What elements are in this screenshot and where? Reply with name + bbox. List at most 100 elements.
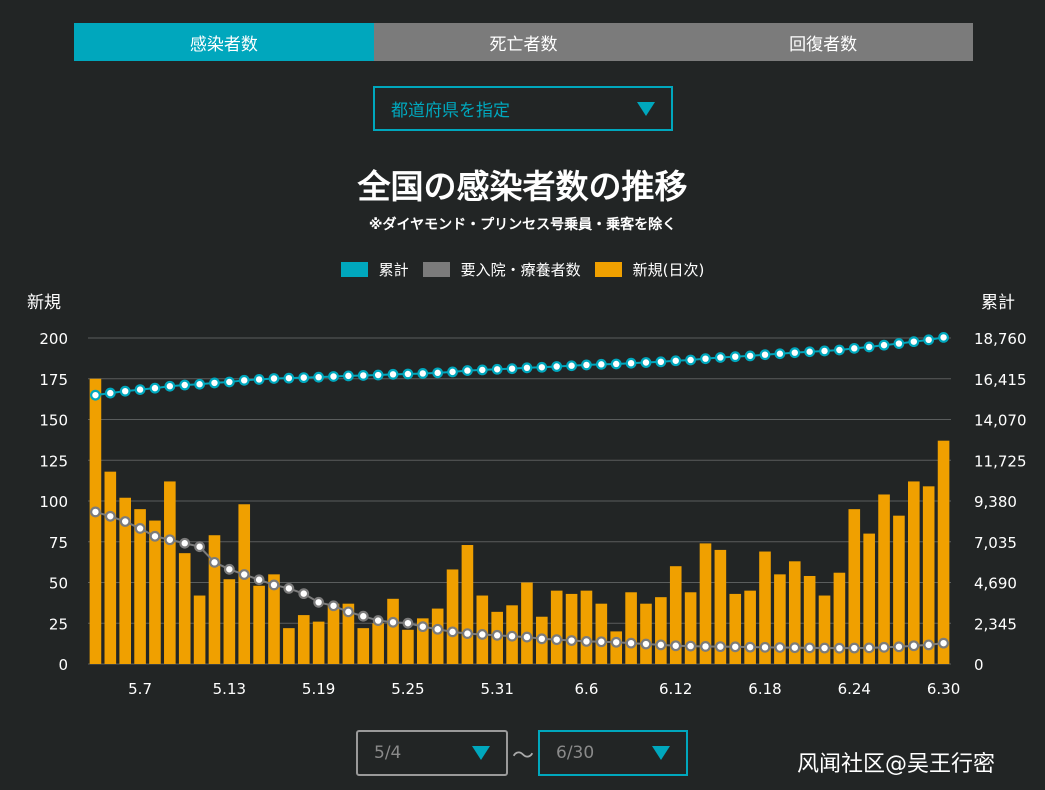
hospitalized-point (283, 583, 295, 594)
new-cases-bar (268, 574, 280, 664)
legend-label-hospitalized: 要入院・療養者数 (460, 261, 581, 279)
cumulative-point (908, 336, 920, 348)
new-cases-bar (312, 621, 325, 664)
cumulative-point (700, 353, 711, 365)
hospitalized-point (90, 506, 101, 518)
hospitalized-point (194, 541, 205, 553)
new-cases-bar (372, 623, 384, 664)
cumulative-point (878, 339, 890, 351)
legend-item-hospitalized[interactable]: 要入院・療養者数 (422, 259, 581, 280)
cumulative-point (759, 349, 771, 361)
chevron-down-icon (472, 746, 490, 760)
cumulative-point (566, 360, 577, 372)
date-from-select[interactable]: 5/4 (356, 730, 508, 776)
hospitalized-point (402, 617, 414, 629)
x-tick-label: 6.6 (575, 680, 599, 698)
hospitalized-point (417, 621, 429, 633)
hospitalized-point (536, 633, 548, 645)
cumulative-point (462, 365, 473, 376)
cumulative-point (506, 363, 518, 375)
new-cases-bar (402, 629, 414, 664)
right-y-tick-label: 11,725 (974, 452, 1027, 470)
new-cases-bar (655, 597, 667, 664)
hospitalized-point (848, 642, 860, 654)
cumulative-point (134, 384, 146, 396)
new-cases-bar (357, 628, 370, 664)
chevron-down-icon (652, 746, 670, 760)
cumulative-point (819, 345, 830, 357)
cumulative-point (238, 374, 250, 386)
left-y-tick-label: 125 (39, 452, 68, 470)
cumulative-point (283, 372, 295, 384)
cumulative-point (164, 380, 176, 392)
cumulative-point (774, 348, 786, 360)
cumulative-point (581, 359, 592, 371)
prefecture-select[interactable]: 都道府県を指定 (373, 86, 673, 131)
left-y-tick-label: 200 (39, 330, 68, 348)
right-y-tick-label: 18,760 (974, 330, 1027, 348)
x-tick-label: 5.7 (128, 680, 152, 698)
hospitalized-point (923, 639, 935, 651)
cumulative-point (298, 372, 310, 384)
hospitalized-point (834, 642, 845, 654)
hospitalized-point (863, 642, 875, 654)
date-to-value: 6/30 (556, 743, 595, 763)
x-axis: 5.7 5.13 5.19 5.25 5.31 6.6 6.12 6.18 6.24 6.30 (128, 680, 960, 698)
left-y-tick-label: 75 (49, 534, 68, 552)
hospitalized-point (625, 637, 637, 649)
x-tick-label: 5.31 (480, 680, 513, 698)
new-cases-bar (922, 486, 935, 664)
right-y-tick-label: 4,690 (974, 575, 1017, 593)
cumulative-point (863, 341, 875, 353)
new-cases-bar (550, 590, 563, 664)
right-y-tick-label: 16,415 (974, 371, 1027, 389)
cumulative-point (595, 358, 607, 370)
hospitalized-point (328, 600, 339, 612)
chevron-down-icon (637, 101, 655, 116)
right-y-tick-label: 9,380 (974, 493, 1017, 511)
cumulative-point (640, 357, 652, 368)
new-cases-bar (699, 543, 712, 664)
tab-bar: 感染者数 死亡者数 回復者数 (74, 23, 974, 61)
new-cases-bar (625, 592, 637, 664)
right-y-tick-label: 14,070 (974, 412, 1027, 430)
hospitalized-point (209, 556, 220, 568)
hospitalized-point (491, 629, 503, 641)
legend-item-new-cases[interactable]: 新規(日次) (594, 259, 704, 280)
new-cases-bar (684, 592, 697, 664)
tab-deaths[interactable]: 死亡者数 (373, 23, 674, 61)
legend-item-cumulative[interactable]: 累計 (340, 259, 409, 280)
new-cases-bar (149, 520, 161, 664)
new-cases-bar (610, 631, 623, 664)
hospitalized-point (789, 642, 801, 654)
legend-swatch-hospitalized (422, 262, 450, 277)
legend-swatch-cumulative (340, 262, 368, 277)
hospitalized-point (878, 641, 890, 653)
hospitalized-point (253, 574, 265, 586)
new-cases-bar (669, 566, 682, 664)
new-cases-bar (342, 603, 355, 664)
hospitalized-point (804, 642, 816, 654)
tab-recoveries[interactable]: 回復者数 (673, 23, 974, 61)
hospitalized-point (149, 530, 161, 542)
hospitalized-point (298, 588, 310, 600)
tab-infections[interactable]: 感染者数 (74, 23, 374, 61)
hospitalized-line (95, 510, 944, 650)
new-cases-bar (848, 509, 861, 664)
hospitalized-point (223, 563, 235, 575)
new-cases-bar (714, 549, 727, 664)
new-cases-bar (416, 618, 429, 664)
cumulative-point (521, 362, 533, 374)
cumulative-point (655, 356, 667, 368)
chart-title: 全国の感染者数の推移 (357, 167, 688, 206)
hospitalized-series (90, 506, 949, 654)
hospitalized-point (476, 629, 488, 640)
cumulative-point (714, 352, 726, 363)
hospitalized-point (670, 640, 682, 652)
hospitalized-point (313, 596, 325, 608)
cumulative-point (848, 342, 860, 354)
new-cases-bar (863, 533, 875, 664)
right-y-tick-label: 7,035 (974, 534, 1017, 552)
date-to-select[interactable]: 6/30 (538, 730, 688, 776)
new-cases-bar (431, 608, 444, 664)
